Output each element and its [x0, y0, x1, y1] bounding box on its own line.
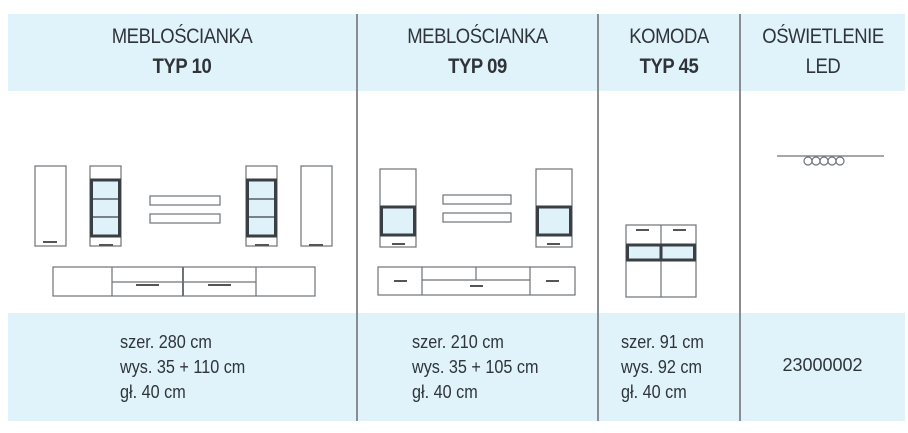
spec-height: wys. 92 cm — [621, 357, 703, 377]
column-header-led: OŚWIETLENIE LED — [751, 22, 895, 82]
wall-shelf — [442, 212, 512, 223]
wall-shelf — [442, 194, 512, 205]
spec-height: wys. 35 + 110 cm — [120, 357, 246, 377]
wall-shelf — [149, 213, 221, 224]
spec-width: szer. 91 cm — [621, 332, 704, 352]
specs-typ09: szer. 210 cm wys. 35 + 105 cm gł. 40 cm — [412, 330, 539, 405]
glass-door — [90, 178, 121, 238]
column-header-typ10: MEBLOŚCIANKA TYP 10 — [29, 22, 335, 82]
column-divider — [356, 14, 358, 421]
typ45-drawing — [625, 224, 697, 298]
product-type: TYP 10 — [152, 55, 212, 78]
typ10-drawing — [34, 165, 333, 297]
handle-icon — [43, 241, 57, 243]
column-divider — [597, 14, 599, 421]
product-type: TYP 09 — [448, 55, 507, 78]
product-title: KOMODA — [629, 25, 709, 48]
product-type: TYP 45 — [639, 55, 699, 78]
product-title: MEBLOŚCIANKA — [407, 25, 548, 48]
specs-typ45: szer. 91 cm wys. 92 cm gł. 40 cm — [621, 330, 704, 405]
specs-band — [8, 313, 905, 421]
column-header-typ09: MEBLOŚCIANKA TYP 09 — [372, 22, 582, 82]
typ09-drawing — [377, 168, 576, 296]
led-light-icon — [777, 155, 884, 166]
specs-typ10: szer. 280 cm wys. 35 + 110 cm gł. 40 cm — [120, 330, 245, 405]
spec-width: szer. 280 cm — [120, 332, 212, 352]
spec-depth: gł. 40 cm — [120, 382, 186, 402]
spec-width: szer. 210 cm — [412, 332, 504, 352]
spec-height: wys. 35 + 105 cm — [412, 357, 539, 377]
product-type: LED — [805, 55, 841, 78]
column-divider — [739, 14, 741, 421]
wall-cabinet — [34, 165, 67, 247]
wall-cabinet — [300, 165, 333, 247]
header-band — [8, 14, 905, 91]
led-product-code: 23000002 — [782, 355, 863, 375]
product-title: MEBLOŚCIANKA — [111, 25, 253, 48]
column-header-typ45: KOMODA TYP 45 — [607, 22, 730, 82]
spec-depth: gł. 40 cm — [621, 382, 687, 402]
product-title: OŚWIETLENIE — [762, 25, 884, 48]
spec-depth: gł. 40 cm — [412, 382, 478, 402]
wall-shelf — [149, 195, 221, 206]
